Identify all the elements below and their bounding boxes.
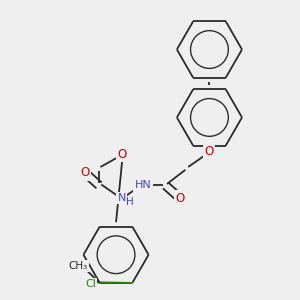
Text: HN: HN [134, 180, 151, 190]
Text: Cl: Cl [85, 280, 96, 290]
Text: O: O [175, 192, 184, 205]
Text: O: O [80, 166, 89, 179]
Text: O: O [205, 145, 214, 158]
Text: O: O [117, 148, 126, 161]
Text: CH₃: CH₃ [68, 261, 87, 271]
Text: N: N [118, 193, 126, 203]
Text: H: H [126, 197, 134, 207]
